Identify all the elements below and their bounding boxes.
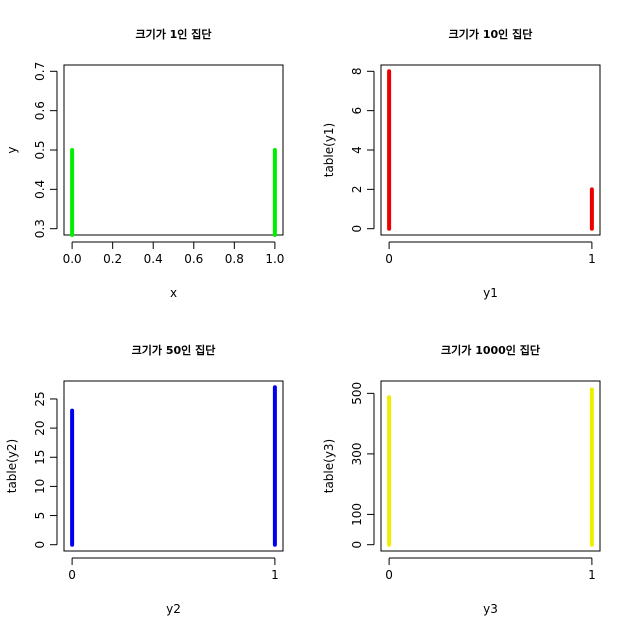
y-tick-label: 0.5	[33, 140, 47, 159]
y-tick-label: 0.7	[33, 62, 47, 81]
y-tick-label: 300	[350, 442, 364, 465]
y-tick-label: 20	[33, 420, 47, 435]
x-tick-label: 0.8	[225, 252, 244, 266]
x-tick-label: 1	[588, 568, 596, 582]
y-tick-label: 100	[350, 503, 364, 526]
chart-title: 크기가 1000인 집단	[441, 343, 540, 357]
y-tick-label: 0.4	[33, 180, 47, 199]
y-tick-label: 25	[33, 391, 47, 406]
chart-title: 크기가 1인 집단	[135, 27, 211, 41]
chart-title: 크기가 10인 집단	[449, 27, 533, 41]
y-tick-label: 0.3	[33, 219, 47, 238]
x-axis-label: y3	[483, 602, 498, 616]
y-tick-label: 8	[350, 67, 364, 75]
y-tick-label: 0	[350, 541, 364, 549]
x-axis-label: y2	[166, 602, 181, 616]
plot-frame	[63, 380, 284, 552]
y-tick-label: 6	[350, 107, 364, 115]
y-tick-label: 0	[33, 541, 47, 549]
y-axis-label: y	[5, 146, 19, 153]
y-tick-label: 500	[350, 382, 364, 405]
y-tick-label: 15	[33, 450, 47, 465]
y-tick-label: 10	[33, 479, 47, 494]
plot-frame	[63, 64, 284, 236]
x-axis-label: x	[170, 286, 177, 300]
x-tick-label: 0	[385, 252, 393, 266]
y-axis-label: table(y2)	[5, 439, 19, 494]
x-tick-label: 0.4	[144, 252, 163, 266]
x-tick-label: 0.0	[63, 252, 82, 266]
y-axis-label: table(y1)	[322, 123, 336, 178]
chart-title: 크기가 50인 집단	[132, 343, 216, 357]
y-tick-label: 0.6	[33, 101, 47, 120]
x-tick-label: 1.0	[265, 252, 284, 266]
y-tick-label: 0	[350, 225, 364, 233]
x-tick-label: 1	[271, 568, 279, 582]
x-tick-label: 0.2	[103, 252, 122, 266]
y-axis-label: table(y3)	[322, 439, 336, 494]
x-axis-label: y1	[483, 286, 498, 300]
x-tick-label: 0	[385, 568, 393, 582]
x-tick-label: 0	[68, 568, 76, 582]
plot-frame	[380, 380, 601, 552]
plot-frame	[380, 64, 601, 236]
x-tick-label: 1	[588, 252, 596, 266]
y-tick-label: 2	[350, 186, 364, 194]
x-tick-label: 0.6	[184, 252, 203, 266]
y-tick-label: 5	[33, 512, 47, 520]
y-tick-label: 4	[350, 146, 364, 154]
